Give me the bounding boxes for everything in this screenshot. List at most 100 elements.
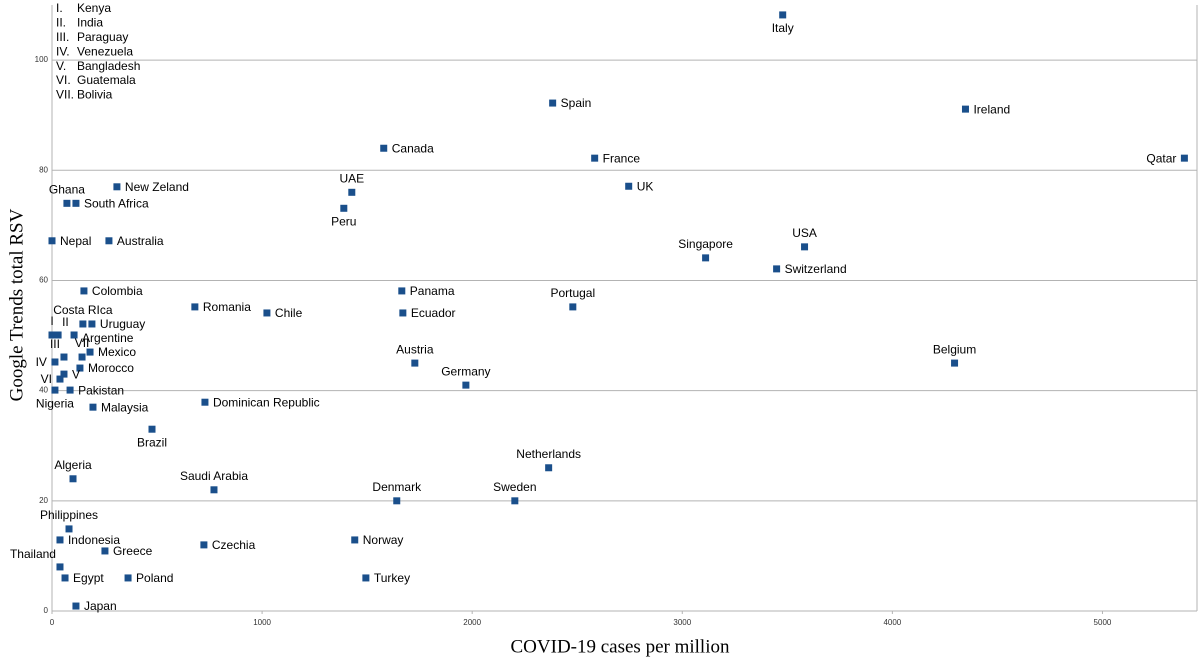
point: [79, 320, 87, 328]
point: [76, 364, 84, 372]
point: [411, 359, 419, 367]
y-axis-title: Google Trends total RSV: [6, 208, 27, 401]
point-label: USA: [792, 226, 817, 240]
point: [801, 243, 809, 251]
point: [105, 237, 113, 245]
point-label: Ghana: [49, 182, 85, 196]
point-label: South Africa: [84, 196, 149, 210]
point-label: Peru: [331, 214, 356, 228]
point: [362, 574, 370, 582]
point: [56, 375, 64, 383]
point-label: Indonesia: [68, 533, 120, 547]
point-label: Colombia: [92, 284, 143, 298]
point-label: Belgium: [933, 342, 976, 356]
point-label: Morocco: [88, 361, 134, 375]
point: [393, 497, 401, 505]
x-axis-title: COVID-19 cases per million: [511, 636, 730, 657]
point: [60, 370, 68, 378]
point-label: Uruguay: [100, 317, 145, 331]
point-label: Germany: [441, 364, 490, 378]
legend-name: Paraguay: [77, 30, 128, 44]
point-label: Ecuador: [411, 306, 456, 320]
point: [56, 563, 64, 571]
point: [72, 199, 80, 207]
legend-numeral: VI.: [56, 73, 71, 87]
legend-name: Guatemala: [77, 73, 136, 87]
point-label: Denmark: [372, 480, 422, 494]
point-label: Costa RIca: [53, 303, 113, 317]
point: [54, 331, 62, 339]
point-label: UAE: [339, 171, 364, 185]
point: [66, 386, 74, 394]
point: [72, 602, 80, 610]
point-label: Panama: [410, 284, 455, 298]
point-label: Saudi Arabia: [180, 469, 248, 483]
point: [263, 309, 271, 317]
point-label: V: [72, 367, 80, 381]
point: [398, 287, 406, 295]
point: [63, 199, 71, 207]
point: [51, 386, 59, 394]
point-label: Singapore: [678, 237, 733, 251]
point-label: Australia: [117, 234, 164, 248]
point: [1180, 154, 1188, 162]
point-label: II: [62, 315, 69, 329]
point: [80, 287, 88, 295]
point-label: Nigeria: [36, 396, 74, 410]
point: [48, 331, 56, 339]
point: [56, 536, 64, 544]
legend-name: Bangladesh: [77, 59, 140, 73]
point-label: Netherlands: [516, 447, 581, 461]
point-label: Italy: [772, 21, 794, 35]
legend-numeral: I.: [56, 1, 63, 15]
x-tick-label: 3000: [673, 618, 691, 627]
point: [380, 144, 388, 152]
point-label: Mexico: [98, 345, 136, 359]
point-label: Norway: [363, 533, 404, 547]
point: [78, 353, 86, 361]
point-label: Romania: [203, 300, 251, 314]
point: [69, 475, 77, 483]
point-label: VI: [41, 372, 52, 386]
point-label: Ireland: [973, 102, 1010, 116]
point-label: Canada: [392, 141, 434, 155]
point: [348, 188, 356, 196]
point: [549, 99, 557, 107]
point-label: Qatar: [1146, 151, 1176, 165]
point: [89, 403, 97, 411]
legend-numeral: VII.: [56, 88, 74, 102]
y-tick-label: 100: [35, 55, 49, 64]
point: [191, 303, 199, 311]
point-label: Portugal: [550, 286, 595, 300]
legend-name: India: [77, 16, 103, 30]
point: [545, 464, 553, 472]
point-label: Argentine: [82, 331, 134, 345]
legend-name: Bolivia: [77, 88, 113, 102]
legend-numeral: V.: [56, 59, 66, 73]
legend-numeral: III.: [56, 30, 69, 44]
point: [113, 183, 121, 191]
x-tick-label: 0: [50, 618, 55, 627]
point-label: Spain: [561, 96, 592, 110]
point: [60, 353, 68, 361]
point: [961, 105, 969, 113]
point-label: Malaysia: [101, 400, 149, 414]
point-label: IV: [36, 355, 47, 369]
point-label: Algeria: [54, 458, 92, 472]
point-label: Turkey: [374, 571, 410, 585]
point-label: UK: [637, 179, 654, 193]
point-label: Switzerland: [785, 262, 847, 276]
point-label: Japan: [84, 599, 117, 613]
point: [399, 309, 407, 317]
point: [51, 358, 59, 366]
point: [779, 11, 787, 19]
legend-name: Kenya: [77, 1, 111, 15]
x-tick-label: 5000: [1094, 618, 1112, 627]
point: [101, 547, 109, 555]
legend-numeral: II.: [56, 16, 66, 30]
point-label: VII: [75, 336, 90, 350]
point: [48, 237, 56, 245]
point-label: Pakistan: [78, 383, 124, 397]
point-label: III: [50, 337, 60, 351]
point: [61, 574, 69, 582]
